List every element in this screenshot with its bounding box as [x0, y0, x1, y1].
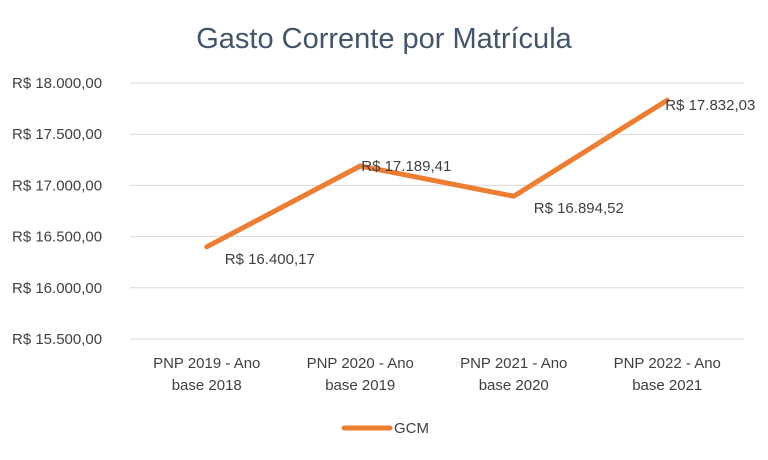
x-tick-label: PNP 2022 - Ano base 2021	[614, 355, 721, 394]
series-lines	[204, 97, 670, 250]
x-tick-label: PNP 2021 - Ano base 2020	[460, 355, 567, 394]
x-tick-label: PNP 2019 - Ano base 2018	[153, 355, 260, 394]
y-axis-tick-labels: R$ 15.500,00 R$ 16.000,00 R$ 16.500,00 R$ 1…	[12, 75, 102, 348]
y-tick-label: R$ 18.000,00	[12, 75, 102, 92]
chart-title: Gasto Corrente por Matrícula	[196, 23, 572, 55]
gridlines	[130, 82, 744, 340]
y-tick-label: R$ 17.000,00	[12, 177, 102, 194]
x-tick-label: PNP 2020 - Ano base 2019	[307, 355, 414, 394]
data-label: R$ 16.400,17	[225, 251, 315, 268]
data-labels: R$ 16.400,17 R$ 17.189,41 R$ 16.894,52 R$ 1…	[225, 97, 756, 268]
legend-label: GCM	[394, 420, 429, 437]
x-axis-tick-labels: PNP 2019 - Ano base 2018 PNP 2020 - Ano bas…	[153, 355, 721, 394]
data-label: R$ 17.832,03	[665, 97, 755, 114]
y-tick-label: R$ 15.500,00	[12, 331, 102, 348]
series-line-gcm	[204, 97, 670, 250]
y-tick-label: R$ 17.500,00	[12, 126, 102, 143]
y-tick-label: R$ 16.500,00	[12, 229, 102, 246]
legend: GCM	[341, 420, 429, 437]
data-label: R$ 17.189,41	[361, 158, 451, 175]
data-label: R$ 16.894,52	[534, 200, 624, 217]
y-tick-label: R$ 16.000,00	[12, 280, 102, 297]
